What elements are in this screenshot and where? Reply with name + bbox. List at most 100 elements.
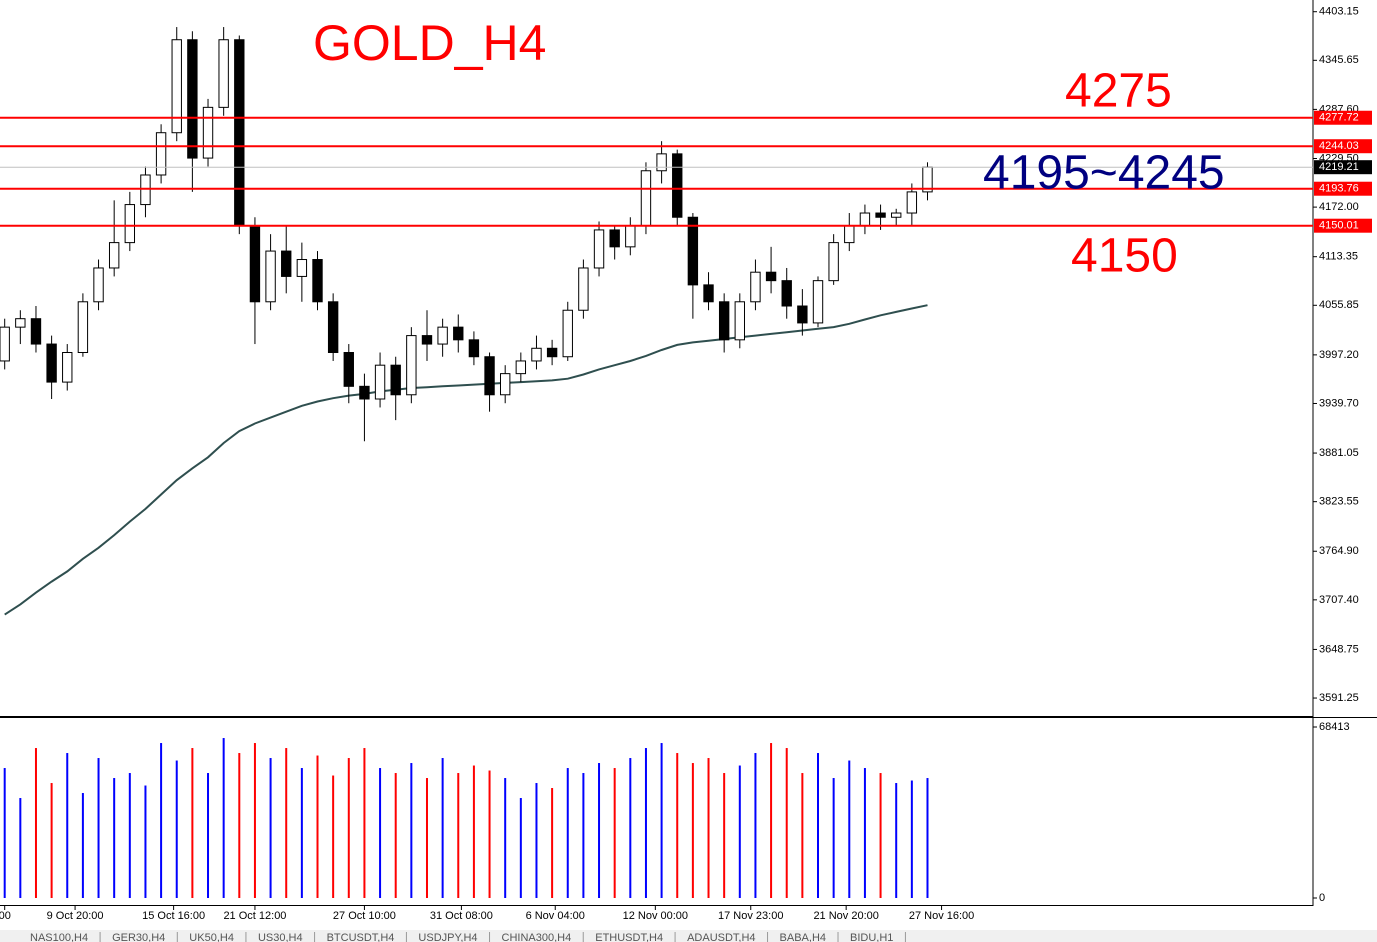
volume-bar (144, 785, 147, 898)
volume-bar (519, 798, 522, 898)
candle-body (734, 301, 745, 341)
candle-body (374, 364, 386, 400)
y-tick-label: 3939.70 (1319, 397, 1359, 409)
candle-body (453, 326, 464, 341)
y-tick-label: 3764.90 (1319, 545, 1359, 557)
candle-body (562, 309, 573, 358)
volume-bar (207, 773, 210, 898)
level-label: 4150.01 (1319, 220, 1359, 232)
symbol-tab[interactable]: BTCUSDT,H4 (327, 932, 395, 942)
volume-bar (848, 760, 851, 898)
volume-bar (3, 768, 6, 898)
volume-bar (738, 765, 741, 898)
volume-bar (97, 758, 100, 898)
volume-bar (363, 748, 366, 898)
volume-bar (598, 763, 601, 898)
x-tick-label: 31 Oct 08:00 (430, 910, 493, 922)
level-label-bg (1314, 139, 1372, 154)
candle-body (343, 352, 354, 387)
candle-body (609, 229, 620, 248)
volume-bar (253, 743, 256, 898)
volume-bar (113, 778, 116, 898)
candle-body (468, 339, 480, 358)
candle-body (499, 373, 511, 396)
volume-bar (66, 753, 69, 898)
symbol-tab[interactable]: NAS100,H4 (30, 932, 88, 942)
y-tick-label: 3881.05 (1319, 447, 1359, 459)
symbol-tab[interactable]: CHINA300,H4 (502, 932, 572, 942)
x-tick-label: 00 (0, 910, 11, 922)
candle-body (484, 356, 495, 396)
volume-bar (817, 753, 820, 898)
candle-body (421, 335, 433, 345)
candle-body (187, 39, 198, 159)
symbol-tab[interactable]: BABA,H4 (780, 932, 826, 942)
volume-bar (801, 773, 804, 898)
level-label-bg (1314, 110, 1372, 125)
symbol-tab[interactable]: US30,H4 (258, 932, 303, 942)
candle-body (202, 106, 214, 159)
volume-bar (394, 773, 397, 898)
volume-bar (770, 743, 773, 898)
volume-bar (175, 760, 178, 898)
annotation: 4275 (1065, 65, 1172, 118)
candle-body (390, 364, 401, 396)
candle-body (46, 343, 57, 383)
y-tick-label: 4055.85 (1319, 299, 1359, 311)
candle-body (265, 250, 276, 303)
volume-bar (316, 755, 319, 898)
candle-body (312, 259, 323, 303)
volume-bar (504, 778, 507, 898)
candle-body (891, 212, 902, 218)
candle-body (765, 271, 777, 282)
volume-bar (222, 738, 225, 898)
volume-bar (128, 773, 131, 898)
symbol-tab[interactable]: ADAUSDT,H4 (687, 932, 755, 942)
x-tick-label: 17 Nov 23:00 (718, 910, 783, 922)
candle-body (515, 360, 527, 375)
volume-bar (566, 768, 569, 898)
price-label: 4219.21 (1319, 161, 1359, 173)
volume-bar (754, 753, 757, 898)
candle-body (327, 301, 339, 354)
symbol-tab[interactable]: BIDU,H1 (850, 932, 893, 942)
candle-body (359, 385, 370, 400)
x-tick-label: 27 Nov 16:00 (909, 910, 974, 922)
symbol-tab[interactable]: ETHUSDT,H4 (595, 932, 663, 942)
y-tick-label: 68413 (1319, 721, 1350, 733)
volume-bar (332, 775, 335, 898)
chart-title: GOLD_H4 (313, 15, 546, 71)
candle-body (15, 318, 26, 328)
volume-bar (457, 773, 460, 898)
candle-body (593, 229, 605, 269)
y-tick-label: 3591.25 (1319, 692, 1359, 704)
volume-bar (191, 748, 194, 898)
symbol-tab[interactable]: USDJPY,H4 (418, 932, 477, 942)
symbol-tab[interactable]: UK50,H4 (189, 932, 234, 942)
volume-bar (379, 768, 382, 898)
volume-bar (910, 780, 913, 898)
y-tick-label: 0 (1319, 892, 1325, 904)
volume-bar (613, 768, 616, 898)
candle-body (234, 39, 245, 227)
y-tick-label: 3707.40 (1319, 594, 1359, 606)
candle-body (906, 191, 918, 214)
volume-bar (629, 758, 632, 898)
candle-body (62, 352, 73, 383)
candle-body (124, 204, 136, 244)
symbol-tab[interactable]: GER30,H4 (112, 932, 165, 942)
candle-body (703, 284, 714, 303)
volume-bar (300, 768, 303, 898)
candle-body (797, 305, 808, 324)
candle-body (640, 170, 652, 227)
candle-body (0, 326, 10, 362)
candle-body (812, 280, 824, 324)
candle-body (546, 347, 558, 358)
candle-body (687, 216, 699, 286)
volume-bar (238, 753, 241, 898)
volume-bar (691, 763, 694, 898)
volume-bar (34, 748, 37, 898)
volume-bar (863, 768, 866, 898)
